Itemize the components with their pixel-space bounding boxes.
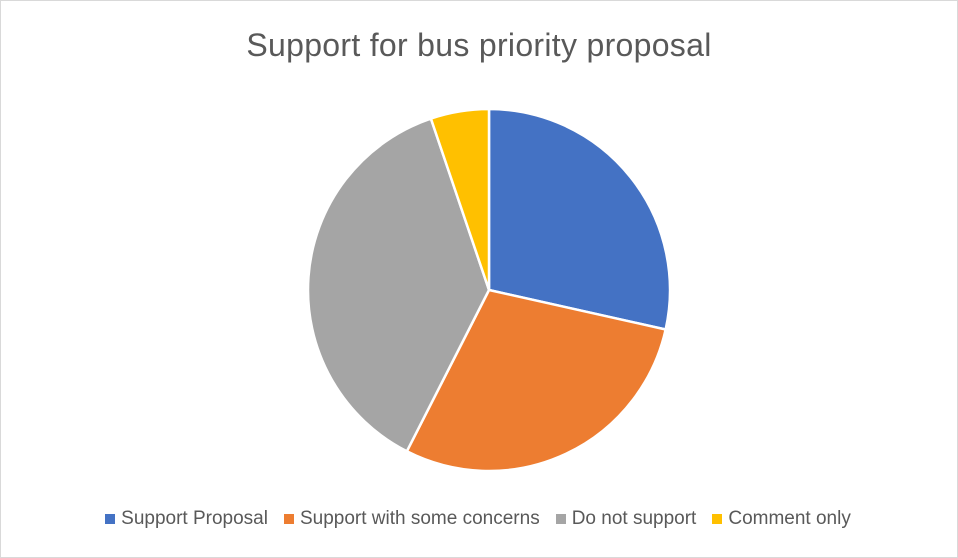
legend-swatch (283, 514, 294, 524)
legend-swatch (555, 514, 566, 524)
pie-slice-support-proposal (487, 107, 672, 331)
legend-item: Comment only (712, 508, 851, 530)
legend-item: Do not support (555, 508, 697, 530)
legend-label: Support Proposal (121, 508, 268, 529)
pie-slice-do-not-support (306, 117, 491, 453)
legend-swatch (712, 514, 723, 524)
legend-label: Comment only (728, 508, 851, 529)
legend-label: Do not support (571, 508, 697, 529)
chart-title: Support for bus priority proposal (246, 27, 712, 63)
pie-slice-support-with-some-concerns (405, 288, 667, 473)
legend: Support Proposal Support with some conce… (0, 508, 956, 530)
legend-swatch (105, 514, 116, 524)
pie-slices (306, 107, 672, 473)
pie-slice-comment-only (429, 107, 491, 292)
legend-item: Support Proposal (105, 508, 268, 530)
legend-item: Support with some concerns (283, 508, 540, 530)
legend-label: Support with some concerns (299, 508, 540, 529)
